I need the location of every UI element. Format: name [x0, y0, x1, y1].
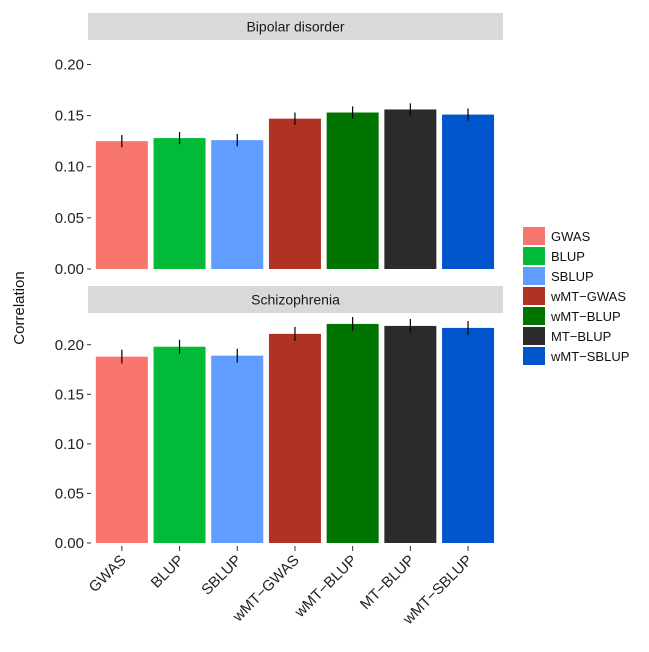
- facet-strip-schizophrenia: [88, 286, 503, 313]
- bar-bipolar-disorder-gwas: [95, 141, 148, 269]
- x-axis: GWAS BLUP SBLUPwMT−GWASwMT−BLUPMT−BLUPwMT−…: [86, 546, 476, 628]
- y-axis-label: Correlation: [11, 271, 28, 344]
- y-tick-label: 0.00: [55, 535, 84, 552]
- legend-swatch-wmt-gwas: [523, 287, 545, 305]
- y-tick-label: 0.20: [55, 337, 84, 354]
- error-bars-schizophrenia: [121, 317, 469, 364]
- legend-label-blup: BLUP: [551, 249, 585, 264]
- facet-title-schizophrenia: Schizophrenia: [251, 292, 340, 308]
- y-tick-label: 0.15: [55, 386, 84, 403]
- error-bars-bipolar: [121, 103, 469, 148]
- legend-label-gwas: GWAS: [551, 229, 591, 244]
- y-tick-label: 0.00: [55, 261, 84, 278]
- bars-bipolar: [95, 109, 495, 270]
- x-tick-label: wMT−BLUP: [291, 552, 361, 622]
- bar-schizophrenia-sblup: [211, 355, 264, 543]
- bar-schizophrenia-wmt-sblup: [442, 327, 495, 543]
- y-tick-label: 0.05: [55, 485, 84, 502]
- bar-schizophrenia-wmt-gwas: [268, 333, 321, 543]
- legend: GWAS BLUP SBLUP wMT−GWAS wMT−BLUP MT−BLUP wMT−…: [523, 227, 629, 365]
- x-tick-label: BLUP: [148, 552, 188, 592]
- x-tick-label: GWAS: [86, 552, 130, 596]
- bar-bipolar-disorder-blup: [153, 138, 206, 269]
- legend-label-wmt-gwas: wMT−GWAS: [550, 289, 626, 304]
- bar-bipolar-disorder-mt-blup: [384, 109, 437, 269]
- legend-swatch-mt-blup: [523, 327, 545, 345]
- legend-label-sblup: SBLUP: [551, 269, 594, 284]
- legend-label-wmt-blup: wMT−BLUP: [550, 309, 621, 324]
- bar-bipolar-disorder-wmt-sblup: [442, 114, 495, 270]
- panel-schizophrenia: Schizophrenia 0.00 0.05 0.10 0.15 0.20: [55, 286, 503, 552]
- legend-swatch-gwas: [523, 227, 545, 245]
- bars-schizophrenia: [95, 323, 495, 543]
- bar-bipolar-disorder-sblup: [211, 140, 264, 269]
- y-axis-ticks-schizophrenia: 0.00 0.05 0.10 0.15 0.20: [55, 337, 91, 552]
- y-tick-label: 0.10: [55, 436, 84, 453]
- y-axis-ticks-bipolar: 0.00 0.05 0.10 0.15 0.20: [55, 56, 91, 278]
- facet-strip-bipolar: [88, 13, 503, 40]
- bar-schizophrenia-blup: [153, 346, 206, 543]
- y-tick-label: 0.15: [55, 108, 84, 125]
- legend-swatch-wmt-sblup: [523, 347, 545, 365]
- x-tick-label: MT−BLUP: [357, 552, 418, 613]
- bar-schizophrenia-mt-blup: [384, 325, 437, 543]
- bar-bipolar-disorder-wmt-gwas: [268, 118, 321, 269]
- y-tick-label: 0.10: [55, 159, 84, 176]
- bar-schizophrenia-gwas: [95, 356, 148, 543]
- legend-swatch-blup: [523, 247, 545, 265]
- legend-swatch-sblup: [523, 267, 545, 285]
- bar-schizophrenia-wmt-blup: [326, 323, 379, 543]
- legend-label-mt-blup: MT−BLUP: [551, 329, 611, 344]
- panel-bipolar-disorder: Bipolar disorder 0.00 0.05 0.10 0.15 0.20: [55, 13, 503, 278]
- y-tick-label: 0.20: [55, 56, 84, 73]
- y-tick-label: 0.05: [55, 210, 84, 227]
- x-tick-label: SBLUP: [198, 552, 245, 599]
- legend-swatch-wmt-blup: [523, 307, 545, 325]
- legend-label-wmt-sblup: wMT−SBLUP: [550, 349, 629, 364]
- facet-title-bipolar: Bipolar disorder: [246, 19, 344, 35]
- bar-bipolar-disorder-wmt-blup: [326, 112, 379, 269]
